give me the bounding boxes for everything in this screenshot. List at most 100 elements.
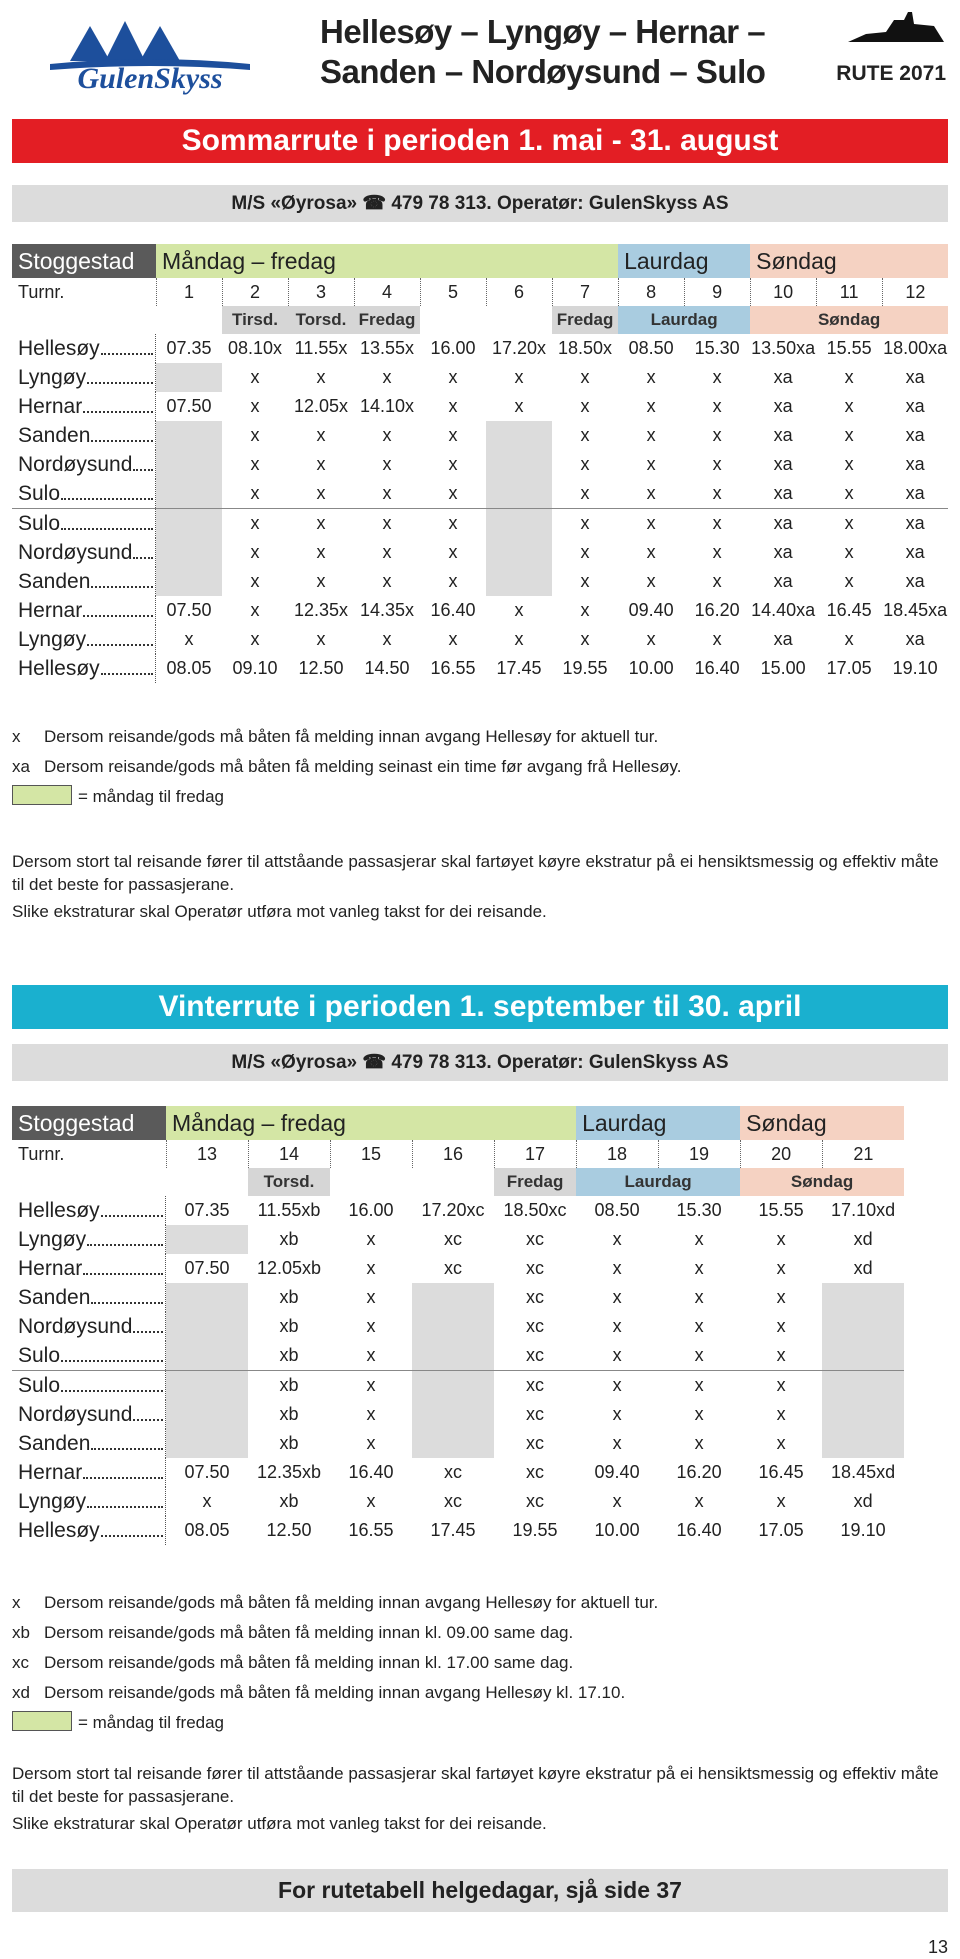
paragraphs: Dersom stort tal reisande fører til atts… bbox=[12, 850, 948, 927]
vessel-info: M/S «Øyrosa» ☎ 479 78 313. Operatør: Gul… bbox=[12, 185, 948, 222]
stop-name-wrap: Lyngøy bbox=[12, 363, 156, 392]
no-departure bbox=[822, 1312, 905, 1341]
departure: xa bbox=[750, 508, 817, 538]
departure: 16.45 bbox=[826, 600, 872, 620]
departure: 07.50 bbox=[184, 1462, 230, 1482]
departure: 19.55 bbox=[512, 1520, 558, 1540]
departure: x bbox=[382, 629, 392, 649]
departure: x bbox=[712, 542, 722, 562]
departure: x bbox=[612, 1258, 622, 1278]
legend-text: = måndag til fredag bbox=[78, 787, 225, 806]
note-text: Dersom reisande/gods må båten få melding… bbox=[44, 1683, 626, 1702]
departure: 16.55 bbox=[348, 1520, 394, 1540]
departure: x bbox=[316, 542, 326, 562]
trip-number: 6 bbox=[485, 278, 552, 306]
trip-number: 7 bbox=[551, 278, 619, 306]
note: xb Dersom reisande/gods må båten få meldi… bbox=[12, 1618, 658, 1648]
no-departure bbox=[486, 421, 552, 450]
trip-number: 10 bbox=[749, 278, 817, 306]
stop-cell: Sulo bbox=[12, 508, 156, 538]
departure: x bbox=[612, 1316, 622, 1336]
departure: 12.05xb bbox=[256, 1258, 322, 1278]
departure: x bbox=[618, 508, 685, 538]
departure: x bbox=[694, 1491, 704, 1511]
departure: x bbox=[580, 454, 590, 474]
departure: 19.10 bbox=[892, 658, 938, 678]
departure: x bbox=[448, 571, 458, 591]
departure: x bbox=[844, 542, 854, 562]
trip-number: 5 bbox=[419, 278, 486, 306]
stop-name-wrap: Sanden bbox=[12, 1283, 166, 1312]
stop-cell: Sanden bbox=[12, 1283, 166, 1312]
stop-name: Hellesøy bbox=[18, 337, 100, 360]
stop-name: Sulo bbox=[18, 1344, 61, 1367]
departure: xa bbox=[773, 483, 793, 503]
departure: xa bbox=[773, 571, 793, 591]
stop-name-wrap: Hernar bbox=[12, 596, 156, 625]
departure: 15.00 bbox=[760, 658, 806, 678]
departure: x bbox=[184, 629, 194, 649]
departure: x bbox=[250, 600, 260, 620]
departure: x bbox=[712, 425, 722, 445]
note-key: x bbox=[12, 727, 21, 746]
departure: xa bbox=[905, 629, 925, 649]
legend-swatch bbox=[12, 1711, 72, 1731]
departure: xd bbox=[853, 1229, 873, 1249]
timetable: Stoggestad Måndag – fredag Laurdag Søndag Tu… bbox=[12, 1106, 905, 1545]
departure: x bbox=[646, 396, 656, 416]
day-blank bbox=[412, 1168, 494, 1196]
no-departure bbox=[166, 1400, 248, 1429]
stop-cell: Sanden bbox=[12, 1429, 166, 1458]
paragraph: Slike ekstraturar skal Operatør utføra m… bbox=[12, 1814, 547, 1833]
departure: 17.05 bbox=[758, 1520, 804, 1540]
departure: x bbox=[366, 1229, 376, 1249]
day-note: Torsd. bbox=[248, 1168, 330, 1196]
stop-cell: Hellesøy bbox=[12, 334, 156, 363]
no-departure bbox=[486, 450, 552, 479]
leader-dots bbox=[87, 644, 153, 646]
no-departure bbox=[822, 1400, 905, 1429]
stop-name: Lyngøy bbox=[18, 366, 87, 389]
departure: xa bbox=[905, 425, 925, 445]
stop-name-wrap: Nordøysund bbox=[12, 450, 156, 479]
departure: 19.10 bbox=[840, 1520, 886, 1540]
departure: x bbox=[712, 483, 722, 503]
day-note: Søndag bbox=[750, 306, 949, 334]
stop-name-wrap: Hernar bbox=[12, 1458, 166, 1487]
departure: x bbox=[552, 508, 619, 538]
day-note: Laurdag bbox=[618, 306, 751, 334]
ship-shape bbox=[848, 12, 944, 42]
departure: 14.40xa bbox=[751, 600, 816, 620]
logo-figures bbox=[50, 21, 250, 70]
departure: xa bbox=[773, 542, 793, 562]
no-departure bbox=[486, 508, 552, 538]
stop-cell: Nordøysund bbox=[12, 538, 156, 567]
day-blank bbox=[420, 306, 486, 334]
stop-row: Nordøysund xb x xc x x x bbox=[12, 1312, 905, 1341]
departure: x bbox=[844, 396, 854, 416]
departure: x bbox=[316, 629, 326, 649]
stop-name: Nordøysund bbox=[18, 1403, 133, 1426]
stop-row: Sulo xb x xc x x x bbox=[12, 1341, 905, 1371]
departure: xb bbox=[279, 1345, 299, 1365]
no-departure bbox=[156, 538, 222, 567]
stop-cell: Hellesøy bbox=[12, 1516, 166, 1545]
day-note: Fredag bbox=[552, 306, 619, 334]
departure: x bbox=[366, 1491, 376, 1511]
stop-name: Hellesøy bbox=[18, 657, 100, 680]
no-departure bbox=[156, 421, 222, 450]
stop-row: Hellesøy 08.05 12.50 16.55 17.45 19.55 10.00 16… bbox=[12, 1516, 904, 1545]
departure: x bbox=[776, 1258, 786, 1278]
trip-number: 16 bbox=[411, 1140, 494, 1168]
departure: x bbox=[776, 1287, 786, 1307]
no-departure bbox=[166, 1370, 248, 1400]
stop-cell: Hernar bbox=[12, 1458, 166, 1487]
departure: x bbox=[316, 367, 326, 387]
trip-label: Turnr. bbox=[18, 1143, 65, 1164]
no-departure bbox=[822, 1283, 905, 1312]
departure: x bbox=[694, 1345, 704, 1365]
leader-dots bbox=[83, 1477, 163, 1479]
stop-name: Lyngøy bbox=[18, 628, 87, 651]
departure: 17.05 bbox=[826, 658, 872, 678]
departure: x bbox=[776, 1345, 786, 1365]
